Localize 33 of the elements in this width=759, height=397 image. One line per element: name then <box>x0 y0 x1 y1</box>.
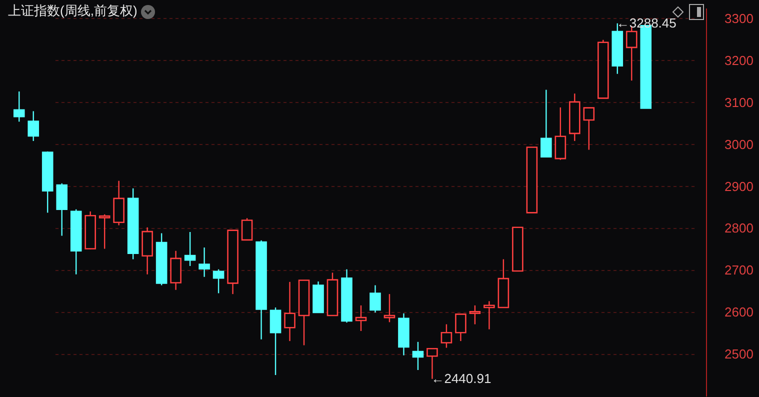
candlestick <box>212 268 224 294</box>
candlestick <box>284 281 296 342</box>
candlestick <box>13 90 25 122</box>
candlestick <box>440 324 452 348</box>
candlestick <box>28 110 40 142</box>
candlestick <box>384 293 396 323</box>
candlestick <box>583 107 595 150</box>
y-tick-label: 2900 <box>724 178 754 194</box>
y-tick-label: 3100 <box>724 94 754 110</box>
y-tick-label: 3200 <box>724 52 754 68</box>
candlestick <box>484 300 495 330</box>
y-tick-label: 2500 <box>724 346 754 362</box>
candlestick <box>270 306 282 376</box>
annotation: ←2440.91 <box>431 370 492 386</box>
candlestick <box>412 341 424 371</box>
candlestick <box>113 180 124 226</box>
y-tick-label: 3000 <box>724 136 754 152</box>
candlestick <box>355 304 367 332</box>
y-tick-label: 3300 <box>724 10 754 26</box>
y-tick-label: 2700 <box>724 262 754 278</box>
candlestick <box>98 214 110 250</box>
candlestick <box>198 246 210 278</box>
y-tick-label: 2600 <box>724 304 754 320</box>
candlestick <box>455 314 466 342</box>
candlestick <box>184 231 196 267</box>
candlestick <box>554 106 566 160</box>
candlestick <box>241 218 253 241</box>
y-tick-label: 2800 <box>724 220 754 236</box>
candlestick <box>469 304 481 325</box>
annotation: ←3288.45 <box>616 15 676 30</box>
candlestick <box>370 284 381 314</box>
candlestick <box>540 89 552 158</box>
chart-title: 上证指数(周线,前复权) <box>8 3 138 18</box>
